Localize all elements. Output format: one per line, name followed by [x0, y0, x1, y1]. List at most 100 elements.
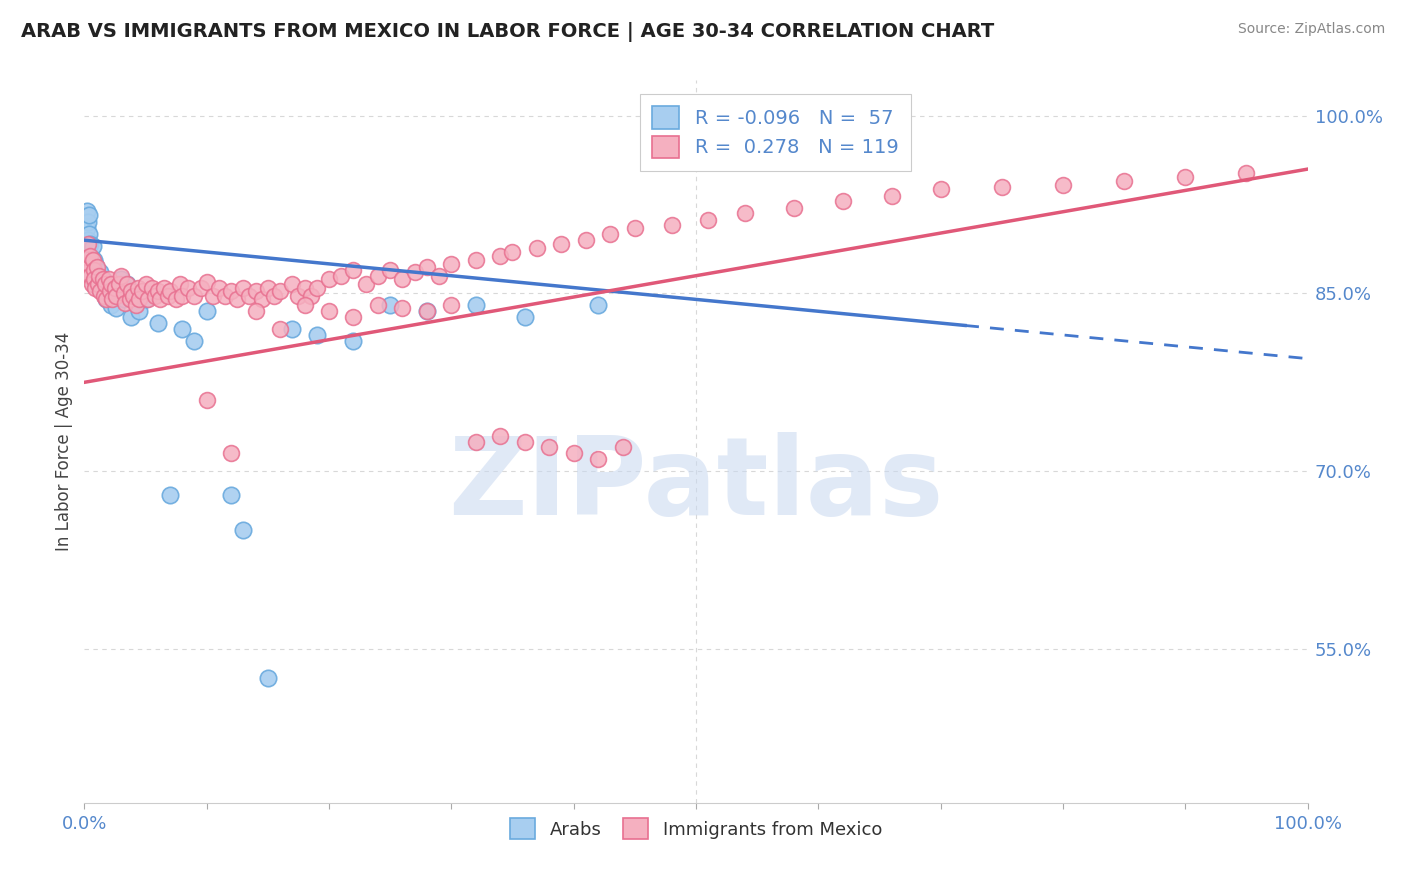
Point [76, 203, 98, 218]
Point [281, 322, 304, 336]
Point [1114, 174, 1136, 188]
Point [84, 257, 107, 271]
Point [112, 286, 135, 301]
Point [79, 236, 101, 251]
Point [245, 284, 267, 298]
Point [380, 262, 402, 277]
Point [354, 277, 377, 291]
Point [380, 298, 402, 312]
Point [586, 298, 609, 312]
Point [82, 253, 104, 268]
Point [101, 293, 124, 307]
Point [783, 201, 806, 215]
Point [318, 304, 340, 318]
Point [100, 298, 122, 312]
Y-axis label: In Labor Force | Age 30-34: In Labor Force | Age 30-34 [55, 332, 73, 551]
Point [75, 257, 97, 271]
Point [146, 284, 169, 298]
Point [83, 253, 105, 268]
Point [135, 293, 157, 307]
Point [96, 293, 118, 307]
Point [269, 284, 291, 298]
Point [110, 272, 132, 286]
Point [87, 268, 110, 283]
Point [502, 245, 524, 260]
Point [122, 289, 145, 303]
Point [661, 218, 683, 232]
Point [100, 277, 122, 291]
Point [177, 280, 200, 294]
Point [299, 289, 322, 303]
Point [172, 322, 194, 336]
Point [1052, 178, 1074, 192]
Point [131, 284, 153, 298]
Point [232, 524, 254, 538]
Point [391, 301, 413, 315]
Point [586, 452, 609, 467]
Point [105, 289, 128, 303]
Point [97, 286, 120, 301]
Point [114, 296, 136, 310]
Point [115, 277, 138, 291]
Point [219, 446, 242, 460]
Point [526, 242, 548, 256]
Point [624, 221, 647, 235]
Point [87, 277, 110, 291]
Point [94, 277, 117, 291]
Point [77, 227, 100, 242]
Point [287, 289, 309, 303]
Point [93, 286, 115, 301]
Point [80, 251, 103, 265]
Point [208, 280, 231, 294]
Point [77, 257, 100, 271]
Point [84, 277, 107, 291]
Point [190, 280, 212, 294]
Point [195, 275, 218, 289]
Point [550, 236, 572, 251]
Point [305, 280, 328, 294]
Point [464, 298, 486, 312]
Point [575, 233, 598, 247]
Point [112, 293, 135, 307]
Point [149, 293, 172, 307]
Point [105, 301, 128, 315]
Point [91, 272, 114, 286]
Point [697, 213, 720, 227]
Point [226, 293, 249, 307]
Point [103, 289, 125, 303]
Point [257, 672, 280, 686]
Point [91, 272, 114, 286]
Text: ARAB VS IMMIGRANTS FROM MEXICO IN LABOR FORCE | AGE 30-34 CORRELATION CHART: ARAB VS IMMIGRANTS FROM MEXICO IN LABOR … [21, 22, 994, 42]
Point [83, 272, 105, 286]
Point [538, 441, 561, 455]
Point [86, 260, 108, 275]
Point [159, 488, 181, 502]
Point [83, 262, 105, 277]
Point [464, 253, 486, 268]
Point [76, 251, 98, 265]
Point [219, 488, 242, 502]
Point [120, 310, 142, 325]
Point [120, 284, 142, 298]
Point [89, 284, 111, 298]
Point [77, 215, 100, 229]
Point [281, 277, 304, 291]
Point [195, 304, 218, 318]
Point [250, 293, 273, 307]
Point [80, 277, 103, 291]
Point [87, 268, 110, 283]
Point [263, 289, 285, 303]
Legend: Arabs, Immigrants from Mexico: Arabs, Immigrants from Mexico [501, 809, 891, 848]
Point [107, 277, 129, 291]
Point [404, 265, 426, 279]
Point [183, 289, 205, 303]
Point [195, 393, 218, 408]
Point [318, 272, 340, 286]
Point [77, 242, 100, 256]
Point [77, 249, 100, 263]
Point [141, 280, 163, 294]
Point [489, 428, 512, 442]
Point [305, 327, 328, 342]
Point [562, 446, 585, 460]
Point [127, 280, 149, 294]
